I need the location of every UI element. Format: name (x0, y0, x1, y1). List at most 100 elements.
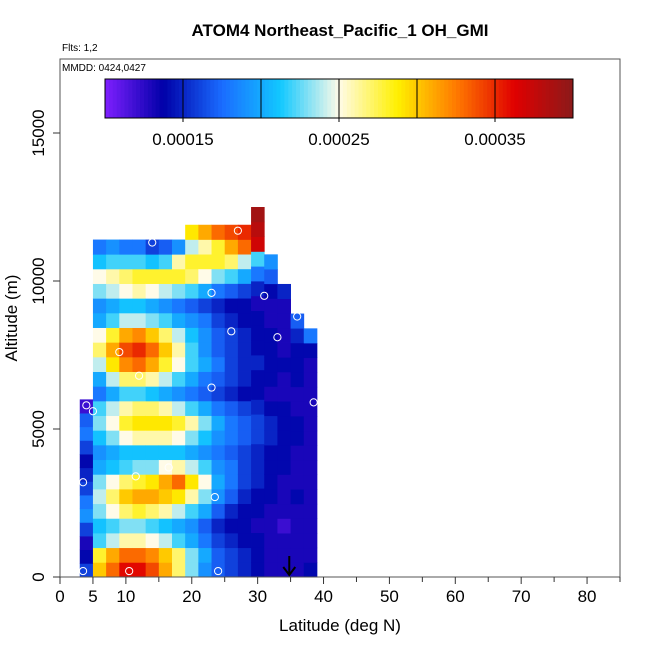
colorbar-segment-61 (342, 79, 348, 118)
heatmap-cell-12-18 (237, 298, 252, 314)
colorbar-segment-108 (526, 79, 531, 118)
heatmap-cell-6-3 (158, 518, 173, 534)
heatmap-cell-15-4 (277, 503, 291, 519)
heatmap-cell-9-12 (198, 386, 212, 402)
heatmap-cell-4-18 (132, 298, 147, 314)
heatmap-cell-8-17 (185, 312, 199, 328)
heatmap-cell-8-18 (185, 298, 199, 314)
heatmap-cell-7-3 (172, 518, 186, 534)
colorbar-segment-0 (105, 79, 110, 118)
heatmap-cell-1-22 (92, 239, 107, 255)
heatmap-cell-1-5 (92, 488, 107, 505)
heatmap-cell-15-8 (277, 445, 291, 461)
heatmap-cell-5-7 (145, 459, 160, 475)
heatmap-cell-5-21 (145, 254, 160, 270)
observation-point-3 (260, 291, 269, 300)
heatmap-cell-2-4 (106, 503, 120, 519)
heatmap-cell-3-17 (119, 312, 133, 328)
heatmap-cell-12-5 (237, 488, 252, 505)
heatmap-cell-11-11 (224, 400, 239, 416)
heatmap-cell-13-6 (251, 473, 265, 489)
heatmap-cell-9-11 (198, 400, 212, 416)
heatmap-cell-9-23 (198, 224, 212, 240)
heatmap-cell-12-22 (237, 239, 252, 255)
heatmap-cell-6-21 (158, 254, 173, 270)
heatmap-cell-5-13 (145, 371, 160, 387)
colorbar-segment-76 (401, 79, 406, 118)
colorbar-segment-74 (393, 79, 398, 118)
heatmap-cell-0-9 (79, 440, 94, 455)
heatmap-cell-2-8 (106, 444, 120, 461)
heatmap-cell-1-4 (92, 503, 107, 519)
heatmap-cell-6-18 (158, 298, 173, 314)
observation-point-13 (164, 463, 173, 472)
heatmap-cell-15-10 (277, 415, 291, 431)
heatmap-cell-11-21 (224, 254, 239, 270)
heatmap-cell-9-6 (198, 474, 212, 490)
observation-point-17 (78, 566, 88, 576)
heatmap-cell-2-2 (106, 532, 120, 549)
heatmap-cell-13-18 (251, 295, 265, 311)
colorbar-segment-53 (311, 79, 317, 118)
observation-point-4 (293, 312, 302, 321)
heatmap-cell-12-21 (237, 254, 252, 270)
heatmap-cell-5-14 (145, 356, 160, 373)
heatmap-cell-16-1 (290, 547, 305, 563)
heatmap-cell-8-9 (185, 430, 199, 446)
heatmap-cell-16-4 (290, 503, 305, 519)
heatmap-cell-7-20 (172, 268, 186, 284)
heatmap-cell-2-17 (106, 312, 120, 328)
heatmap-cell-1-8 (92, 444, 107, 461)
observation-point-0 (148, 238, 157, 247)
heatmap-cell-15-17 (277, 313, 291, 329)
colorbar-segment-55 (319, 79, 324, 118)
heatmap-cell-7-2 (172, 532, 186, 549)
heatmap-cell-15-3 (277, 518, 291, 534)
colorbar-segment-49 (296, 79, 301, 118)
heatmap-cell-10-21 (211, 254, 226, 270)
heatmap-cell-13-21 (251, 251, 265, 267)
heatmap-cell-11-7 (224, 459, 239, 475)
heatmap-cell-1-14 (92, 356, 107, 373)
heatmap-cell-3-22 (119, 239, 133, 255)
colorbar-segment-39 (257, 79, 262, 118)
heatmap-cell-9-13 (198, 371, 212, 387)
heatmap-cell-3-10 (119, 415, 133, 431)
colorbar-segment-23 (194, 79, 200, 118)
heatmap-cell-12-13 (237, 371, 252, 387)
heatmap-cell-3-7 (119, 459, 133, 475)
heatmap-cell-0-2 (79, 536, 94, 551)
heatmap-cell-17-8 (303, 445, 318, 461)
colorbar-segment-37 (249, 79, 254, 118)
heatmap-cell-2-5 (106, 488, 120, 505)
observation-point-16 (210, 492, 219, 502)
heatmap-cell-10-12 (211, 386, 226, 402)
observation-point-8 (134, 371, 144, 380)
heatmap-cell-6-2 (158, 532, 173, 549)
heatmap-cell-12-11 (237, 400, 252, 416)
heatmap-cell-9-22 (198, 239, 212, 255)
heatmap-cell-14-7 (264, 459, 278, 475)
heatmap-cell-5-3 (145, 518, 160, 534)
y-tick-label-0: 0 (29, 572, 48, 581)
heatmap-cell-3-1 (119, 547, 133, 563)
heatmap-cell-15-15 (277, 342, 291, 358)
heatmap-cell-12-8 (237, 444, 252, 460)
heatmap-cell-12-19 (237, 283, 252, 299)
heatmap-cell-16-16 (290, 328, 305, 344)
heatmap-cell-1-9 (92, 430, 107, 446)
heatmap-cell-1-12 (92, 386, 107, 402)
colorbar-segment-94 (471, 79, 476, 118)
heatmap-cell-10-4 (211, 503, 226, 519)
heatmap-cell-8-4 (185, 503, 199, 519)
heatmap-cell-17-5 (303, 489, 318, 505)
heatmap-cell-8-15 (185, 342, 199, 358)
colorbar-segment-58 (331, 79, 336, 118)
heatmap-cell-10-17 (211, 312, 226, 328)
heatmap-cell-2-13 (106, 371, 120, 387)
colorbar-segment-44 (276, 79, 281, 118)
x-tick-label-7: 60 (446, 587, 465, 606)
colorbar-segment-15 (163, 79, 168, 118)
colorbar-segment-87 (444, 79, 449, 118)
heatmap-cell-14-17 (264, 313, 278, 329)
